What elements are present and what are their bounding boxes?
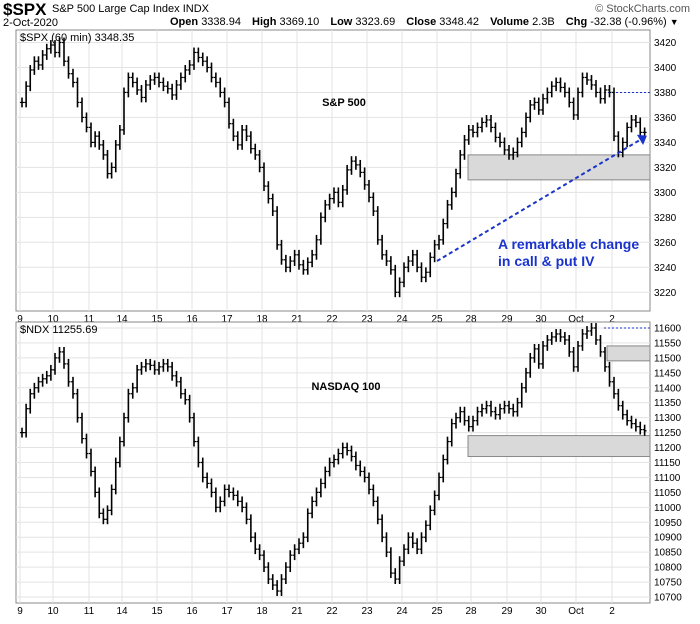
spx-y-tick-label: 3300: [654, 188, 677, 199]
open-value: 3338.94: [201, 16, 241, 28]
header-exchange: INDX: [182, 3, 209, 15]
ndx-x-tick-label: 16: [186, 606, 198, 617]
spx-x-tick-label: 23: [361, 314, 373, 325]
spx-y-tick-label: 3260: [654, 238, 677, 249]
annotation-text-line: A remarkable change: [498, 236, 639, 252]
spx-x-tick-label: 9: [17, 314, 23, 325]
spx-x-tick-label: 24: [396, 314, 408, 325]
chg-value: -32.38 (-0.96%): [590, 16, 667, 28]
spx-x-tick-label: 14: [116, 314, 128, 325]
header-date: 2-Oct-2020: [3, 17, 59, 29]
ndx-x-tick-label: 9: [17, 606, 23, 617]
ndx-y-tick-label: 10950: [654, 518, 682, 529]
ndx-panel-title: NASDAQ 100: [311, 381, 380, 393]
ndx-x-tick-label: 15: [151, 606, 163, 617]
spx-x-tick-label: 29: [501, 314, 513, 325]
ndx-support-zone: [606, 345, 651, 362]
ndx-x-tick-label: 10: [47, 606, 59, 617]
close-value: 3348.42: [439, 16, 480, 28]
ndx-x-tick-label: 14: [116, 606, 128, 617]
watermark: © StockCharts.com: [595, 3, 690, 15]
low-label: Low: [330, 16, 353, 28]
spx-y-tick-label: 3380: [654, 88, 677, 99]
ndx-y-tick-label: 11400: [654, 383, 682, 394]
spx-x-tick-label: 10: [47, 314, 59, 325]
ndx-x-tick-label: 28: [465, 606, 477, 617]
ndx-y-tick-label: 11150: [654, 458, 681, 469]
spx-x-tick-label: 22: [326, 314, 338, 325]
dropdown-arrow-icon[interactable]: ▼: [669, 17, 679, 27]
close-label: Close: [406, 16, 437, 28]
spx-x-tick-label: 15: [151, 314, 163, 325]
spx-y-tick-label: 3220: [654, 288, 677, 299]
header-index-name: S&P 500 Large Cap Index: [52, 3, 180, 15]
spx-y-tick-label: 3400: [654, 63, 677, 74]
annotation-text-line: in call & put IV: [498, 253, 595, 269]
high-value: 3369.10: [279, 16, 320, 28]
spx-x-tick-label: 11: [84, 314, 95, 325]
spx-support-zone: [467, 154, 651, 181]
ndx-y-tick-label: 11100: [654, 473, 681, 484]
ndx-y-tick-label: 11450: [654, 368, 682, 379]
ndx-y-tick-label: 10750: [654, 578, 682, 589]
ndx-x-tick-label: 2: [609, 606, 615, 617]
spx-x-tick-label: 30: [535, 314, 547, 325]
ndx-x-tick-label: 18: [256, 606, 268, 617]
ndx-y-tick-label: 11500: [654, 353, 682, 364]
annotation-arrow-line: [436, 139, 641, 262]
ndx-x-tick-label: 23: [361, 606, 373, 617]
spx-x-tick-label: 16: [186, 314, 198, 325]
ndx-symbol-label: $NDX 11255.69: [20, 324, 97, 336]
spx-y-tick-label: 3320: [654, 163, 677, 174]
ndx-y-tick-label: 10800: [654, 563, 682, 574]
annotation-arrow-head: [636, 134, 647, 146]
header-name: S&P 500 Large Cap Index INDX: [52, 3, 209, 15]
header-ohlc: Open 3338.94 High 3369.10 Low 3323.69 Cl…: [170, 16, 679, 28]
chg-label: Chg: [565, 16, 588, 28]
ndx-y-tick-label: 11000: [654, 503, 682, 514]
ndx-y-tick-label: 10700: [654, 593, 682, 604]
spx-x-tick-label: 17: [221, 314, 233, 325]
ndx-support-zone: [467, 435, 651, 458]
high-label: High: [252, 16, 277, 28]
ndx-y-tick-label: 11200: [654, 443, 682, 454]
ndx-y-tick-label: 11250: [654, 428, 682, 439]
ndx-y-tick-label: 11350: [654, 398, 682, 409]
spx-y-tick-label: 3280: [654, 213, 677, 224]
open-label: Open: [170, 16, 199, 28]
ndx-y-tick-label: 11300: [654, 413, 682, 424]
ndx-x-tick-label: 11: [84, 606, 95, 617]
low-value: 3323.69: [355, 16, 396, 28]
ndx-y-tick-label: 11550: [654, 338, 682, 349]
chart-header: $SPX S&P 500 Large Cap Index INDX © Stoc…: [0, 0, 700, 30]
spx-y-tick-label: 3360: [654, 113, 677, 124]
spx-y-tick-label: 3240: [654, 263, 677, 274]
spx-x-tick-label: 18: [256, 314, 268, 325]
spx-x-tick-label: 21: [291, 314, 303, 325]
ndx-x-tick-label: Oct: [568, 606, 584, 617]
volume-value: 2.3B: [532, 16, 555, 28]
spx-x-tick-label: 28: [465, 314, 477, 325]
ndx-x-tick-label: 24: [396, 606, 408, 617]
ndx-x-tick-label: 17: [221, 606, 233, 617]
ndx-y-tick-label: 10850: [654, 548, 682, 559]
spx-panel-title: S&P 500: [322, 97, 366, 109]
volume-label: Volume: [490, 16, 530, 28]
ndx-x-tick-label: 25: [431, 606, 443, 617]
ndx-y-tick-label: 11050: [654, 488, 682, 499]
spx-symbol-label: $SPX (60 min) 3348.35: [20, 32, 134, 44]
spx-y-tick-label: 3340: [654, 138, 677, 149]
header-symbol: $SPX: [3, 0, 47, 19]
ndx-x-tick-label: 29: [501, 606, 513, 617]
spx-x-tick-label: Oct: [568, 314, 584, 325]
spx-x-tick-label: 2: [609, 314, 615, 325]
ndx-y-tick-label: 10900: [654, 533, 682, 544]
spx-y-tick-label: 3420: [654, 38, 677, 49]
ndx-x-tick-label: 30: [535, 606, 547, 617]
ndx-x-tick-label: 22: [326, 606, 338, 617]
spx-x-tick-label: 25: [431, 314, 443, 325]
ndx-x-tick-label: 21: [291, 606, 303, 617]
ndx-y-tick-label: 11600: [654, 323, 682, 334]
